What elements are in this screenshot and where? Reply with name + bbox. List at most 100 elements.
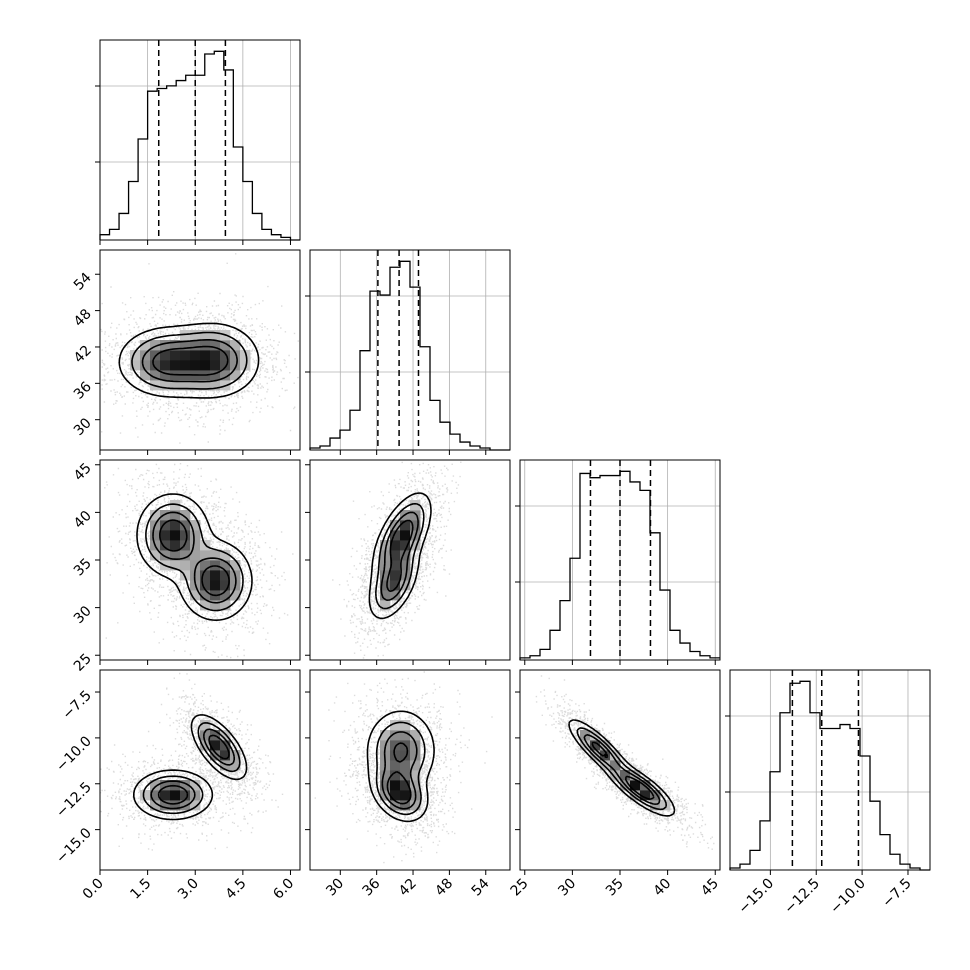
density-cell <box>220 730 231 741</box>
contour-level-1 <box>576 727 667 811</box>
histogram-step-1 <box>309 260 510 451</box>
density-cell <box>190 330 201 341</box>
pair-panel-3-0 <box>95 669 301 875</box>
x-tick-label: 0.0 <box>80 876 107 903</box>
pair-panel-2-1 <box>305 459 511 665</box>
contour-level-0 <box>368 492 432 620</box>
x-tick-label: 30 <box>555 876 579 900</box>
x-tick-label: −10.0 <box>827 876 869 918</box>
x-tick-label: −12.5 <box>781 876 823 918</box>
density-cell <box>160 360 171 371</box>
density-cell <box>400 760 411 771</box>
density-cell <box>220 360 231 371</box>
density-cell <box>200 600 211 611</box>
density-cell <box>180 560 191 571</box>
density-cell <box>210 750 221 761</box>
density-cell <box>160 350 171 361</box>
density-cell <box>140 360 151 371</box>
density-cell <box>390 740 401 751</box>
density-cell <box>400 570 411 581</box>
density-cell <box>390 540 401 551</box>
density-cell <box>380 770 391 781</box>
density-cell <box>170 500 181 511</box>
density-cell <box>180 510 191 521</box>
contour-level-2 <box>381 731 418 810</box>
histogram-panel-2 <box>515 459 721 665</box>
density-cell <box>150 360 161 371</box>
density-cell <box>220 600 231 611</box>
density-cell <box>200 360 211 371</box>
x-tick-label: 6.0 <box>270 876 297 903</box>
density-cell <box>630 780 641 791</box>
density-cell <box>220 340 231 351</box>
y-tick-label: 35 <box>71 556 95 580</box>
density-cell <box>590 750 601 761</box>
panel-frame <box>99 459 301 661</box>
pair-panel-3-1 <box>305 669 511 875</box>
density-cell <box>210 340 221 351</box>
density-cell <box>150 530 161 541</box>
density-cell <box>180 530 191 541</box>
density-cell <box>220 350 231 361</box>
x-tick-label: 1.5 <box>127 876 154 903</box>
panel-frame <box>309 669 511 871</box>
x-tick-label: 25 <box>508 876 532 900</box>
contour-level-1 <box>375 721 426 816</box>
density-cell <box>150 510 161 521</box>
density-cell <box>170 340 181 351</box>
density-cell <box>210 330 221 341</box>
density-cell <box>220 370 231 381</box>
density-cell <box>590 740 601 751</box>
y-tick-label: 45 <box>71 460 95 484</box>
x-tick-label: 3.0 <box>175 876 202 903</box>
y-tick-label: 36 <box>71 379 95 403</box>
density-cell <box>160 530 171 541</box>
density-cell <box>390 730 401 741</box>
density-cell <box>160 550 171 561</box>
density-cell <box>170 510 181 521</box>
density-cell <box>220 590 231 601</box>
density-cell <box>240 360 251 371</box>
density-cell <box>140 790 151 801</box>
density-cell <box>410 520 421 531</box>
density-cell <box>230 360 241 371</box>
y-tick-label: −7.5 <box>59 688 94 723</box>
density-cell <box>210 550 221 561</box>
density-cell <box>170 800 181 811</box>
density-cell <box>160 370 171 381</box>
panel-frame <box>309 459 511 661</box>
density-cell <box>180 780 191 791</box>
density-cell <box>230 350 241 361</box>
density-cell <box>390 790 401 801</box>
density-cell <box>390 570 401 581</box>
density-cell <box>180 380 191 391</box>
density-cell <box>180 360 191 371</box>
density-cell <box>190 550 201 561</box>
density-cell <box>380 730 391 741</box>
density-cell <box>170 350 181 361</box>
density-cell <box>400 780 411 791</box>
density-cell <box>390 530 401 541</box>
density-cell <box>180 540 191 551</box>
density-cell <box>380 580 391 591</box>
panel-frame <box>729 669 931 871</box>
density-cell <box>210 740 221 751</box>
density-cell <box>400 560 411 571</box>
x-tick-label: 54 <box>469 875 493 899</box>
density-cell <box>410 800 421 811</box>
contour-level-2 <box>152 511 237 604</box>
density-cell <box>200 550 211 561</box>
density-cell <box>190 380 201 391</box>
density-cell <box>180 790 191 801</box>
density-cell <box>140 340 151 351</box>
density-cell <box>400 530 411 541</box>
density-cell <box>190 780 201 791</box>
contour-level-2 <box>380 511 419 601</box>
density-cell <box>180 550 191 561</box>
density-cell <box>200 380 211 391</box>
y-tick-label: 42 <box>71 342 95 366</box>
density-cell <box>600 760 611 771</box>
density-cell <box>190 800 201 811</box>
density-cell <box>150 550 161 561</box>
